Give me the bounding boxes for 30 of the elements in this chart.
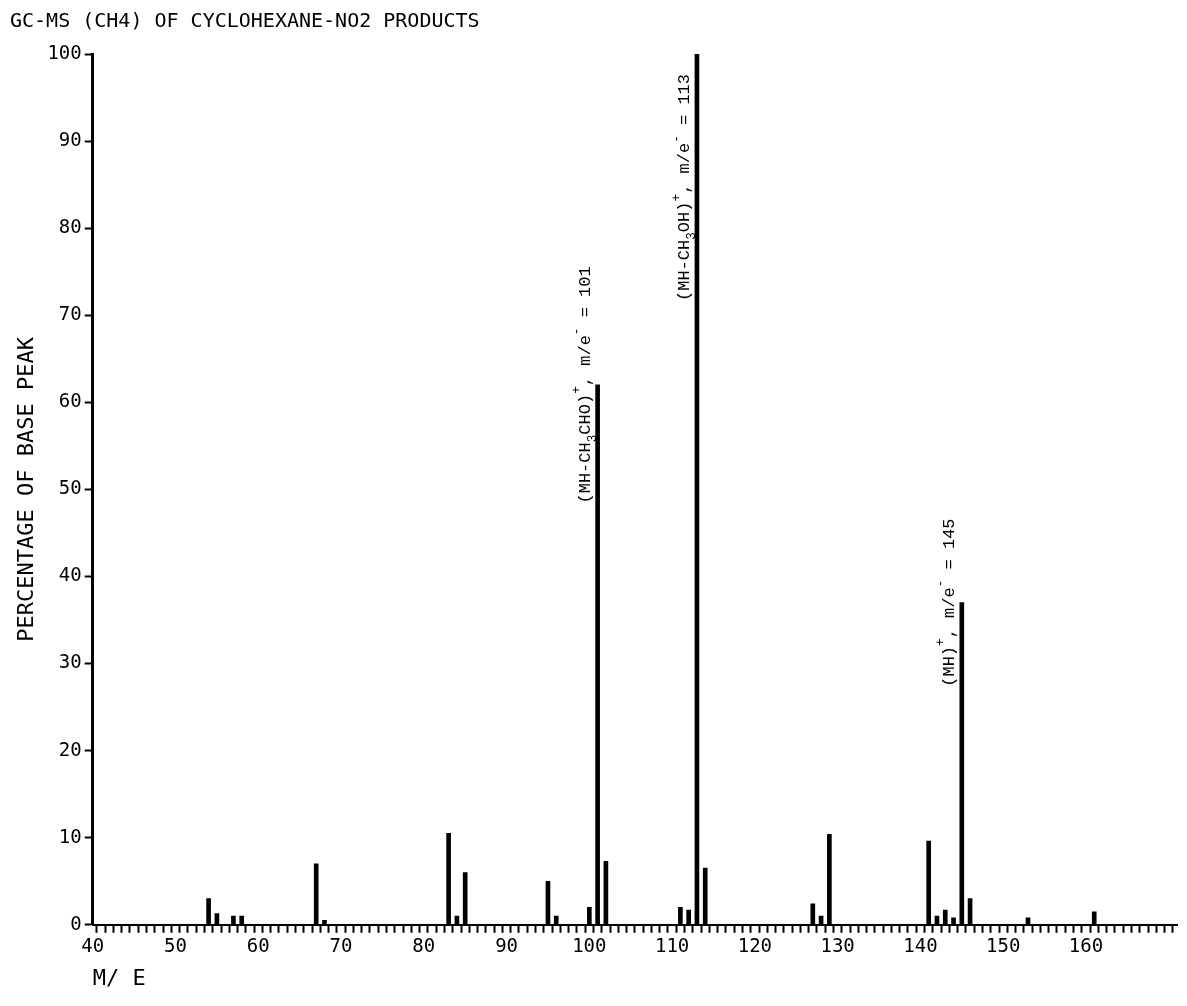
annotation: (MH-CH3CHO)+, m/e- = 101: [569, 266, 600, 504]
x-tick-label: 120: [737, 934, 773, 957]
x-tick-label: 40: [81, 934, 105, 957]
chart-title: GC-MS (CH4) OF CYCLOHEXANE-NO2 PRODUCTS: [10, 8, 480, 33]
y-tick-label: 10: [58, 824, 82, 847]
x-tick-label: 150: [986, 934, 1021, 957]
annotation: (MH)+, m/e- = 145: [933, 518, 959, 687]
y-tick-label: 100: [47, 40, 82, 63]
y-tick-label: 90: [58, 128, 82, 151]
x-tick-label: 160: [1068, 934, 1104, 957]
x-tick-label: 50: [164, 934, 187, 957]
y-tick-label: 40: [58, 563, 82, 586]
y-tick-label: 20: [58, 737, 82, 760]
y-tick-label: 0: [70, 911, 82, 934]
x-tick-label: 60: [246, 934, 270, 957]
x-tick-label: 130: [820, 934, 855, 957]
x-tick-label: 80: [412, 934, 436, 957]
x-tick-label: 70: [329, 934, 353, 957]
x-tick-label: 100: [572, 934, 607, 957]
x-tick-label: 110: [654, 934, 690, 957]
x-tick-label: 140: [903, 934, 938, 957]
x-axis-title: M/ E: [92, 964, 146, 990]
y-tick-label: 80: [58, 215, 82, 238]
annotation: (MH-CH3OH)+, m/e- = 113: [668, 73, 699, 301]
y-tick-label: 50: [58, 476, 82, 499]
y-axis-title: PERCENTAGE OF BASE PEAK: [12, 336, 38, 642]
x-tick-label: 90: [495, 934, 519, 957]
y-tick-label: 70: [58, 302, 82, 325]
y-tick-label: 60: [58, 389, 82, 412]
y-tick-label: 30: [58, 650, 82, 673]
